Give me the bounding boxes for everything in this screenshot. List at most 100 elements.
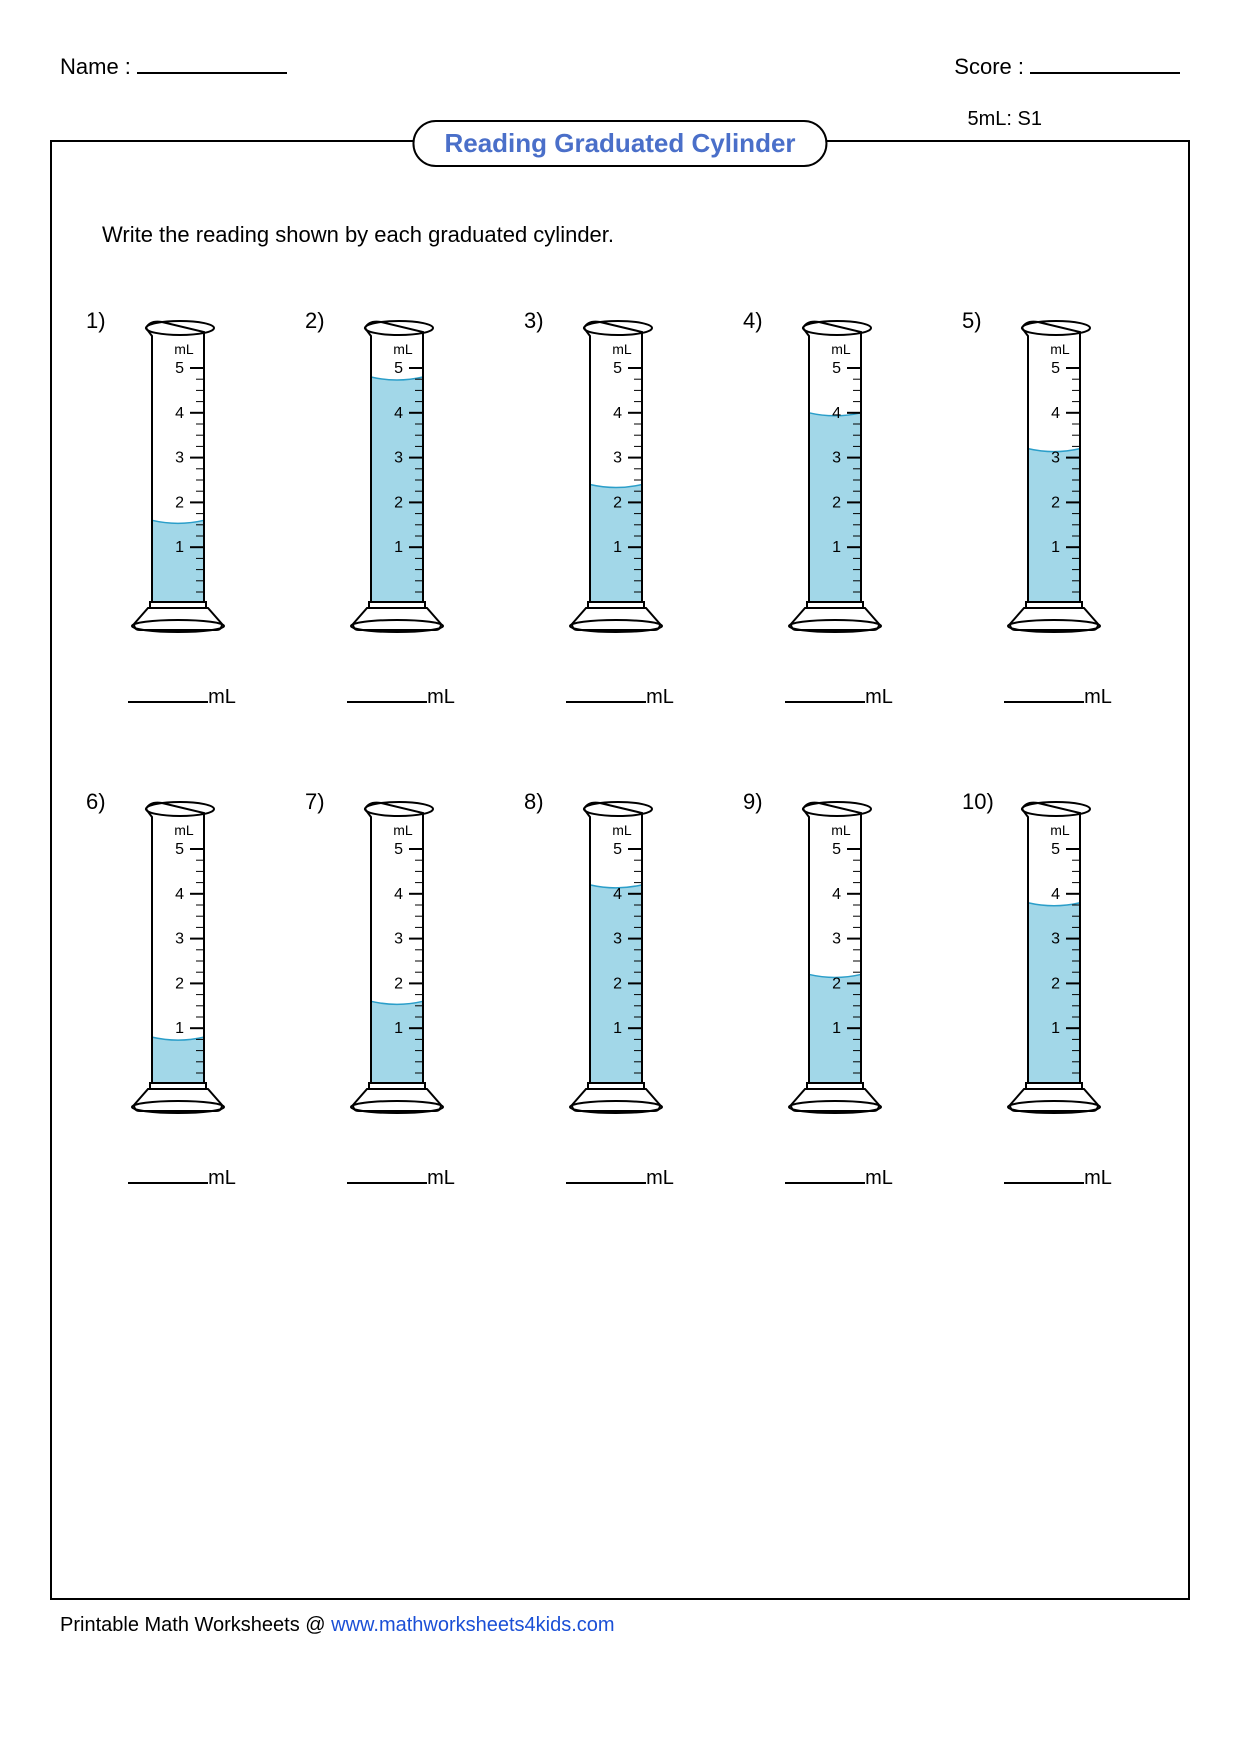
answer-field: mL [301,683,501,709]
svg-text:4: 4 [832,405,841,422]
question-number: 3) [524,308,544,334]
question-number: 4) [743,308,763,334]
svg-text:4: 4 [613,886,622,903]
svg-text:4: 4 [394,405,403,422]
svg-text:5: 5 [1051,841,1060,858]
score-field: Score : [954,50,1180,80]
svg-text:mL: mL [831,822,851,838]
answer-blank[interactable] [1004,1164,1084,1184]
header-row: Name : Score : [50,50,1190,80]
answer-field: mL [739,683,939,709]
svg-text:3: 3 [175,931,184,948]
svg-text:3: 3 [832,450,841,467]
score-blank[interactable] [1030,50,1180,74]
cylinder-diagram: 12345mL [774,308,904,643]
answer-field: mL [739,1164,939,1190]
svg-text:mL: mL [612,341,632,357]
svg-text:mL: mL [393,822,413,838]
svg-text:2: 2 [175,976,184,993]
cylinder-diagram: 12345mL [555,308,685,643]
footer-prefix: Printable Math Worksheets @ [60,1614,331,1636]
answer-unit: mL [1084,1167,1112,1189]
cylinder-question: 3) 12345mL mL [520,308,720,709]
cylinder-question: 8) 12345mL mL [520,789,720,1190]
svg-text:5: 5 [832,841,841,858]
answer-blank[interactable] [566,1164,646,1184]
svg-text:2: 2 [394,495,403,512]
answer-blank[interactable] [1004,683,1084,703]
question-number: 7) [305,789,325,815]
sheet-code: 5mL: S1 [962,108,1048,131]
svg-text:1: 1 [394,539,403,556]
answer-blank[interactable] [785,683,865,703]
svg-text:5: 5 [613,360,622,377]
cylinder-icon: 12345mL [993,789,1119,1119]
worksheet-title: Reading Graduated Cylinder [412,120,827,167]
svg-text:5: 5 [175,360,184,377]
svg-text:1: 1 [1051,1020,1060,1037]
answer-unit: mL [208,686,236,708]
svg-text:3: 3 [394,931,403,948]
answer-unit: mL [427,686,455,708]
svg-text:mL: mL [1050,341,1070,357]
svg-text:3: 3 [394,450,403,467]
question-number: 6) [86,789,106,815]
cylinder-diagram: 12345mL [117,789,247,1124]
answer-blank[interactable] [566,683,646,703]
name-field: Name : [60,50,287,80]
cylinder-question: 9) 12345mL mL [739,789,939,1190]
cylinder-icon: 12345mL [336,308,462,638]
cylinder-diagram: 12345mL [336,308,466,643]
footer: Printable Math Worksheets @ www.mathwork… [50,1600,1190,1637]
svg-text:5: 5 [613,841,622,858]
svg-text:2: 2 [1051,495,1060,512]
svg-text:2: 2 [394,976,403,993]
answer-blank[interactable] [128,1164,208,1184]
answer-unit: mL [1084,686,1112,708]
svg-text:mL: mL [174,822,194,838]
answer-field: mL [82,683,282,709]
svg-text:2: 2 [1051,976,1060,993]
cylinder-diagram: 12345mL [336,789,466,1124]
cylinder-question: 5) 12345mL mL [958,308,1158,709]
svg-text:4: 4 [1051,405,1060,422]
answer-blank[interactable] [128,683,208,703]
svg-text:4: 4 [832,886,841,903]
cylinder-question: 6) 12345mL mL [82,789,282,1190]
svg-text:2: 2 [613,976,622,993]
answer-field: mL [301,1164,501,1190]
svg-text:3: 3 [613,450,622,467]
svg-text:4: 4 [613,405,622,422]
answer-blank[interactable] [347,683,427,703]
svg-text:5: 5 [394,841,403,858]
answer-unit: mL [865,686,893,708]
svg-text:3: 3 [1051,931,1060,948]
footer-link[interactable]: www.mathworksheets4kids.com [331,1614,614,1636]
question-number: 5) [962,308,982,334]
cylinder-diagram: 12345mL [993,308,1123,643]
cylinder-question: 2) 12345mL mL [301,308,501,709]
cylinder-diagram: 12345mL [555,789,685,1124]
cylinder-diagram: 12345mL [993,789,1123,1124]
question-number: 9) [743,789,763,815]
question-number: 10) [962,789,994,815]
cylinder-icon: 12345mL [774,789,900,1119]
svg-text:3: 3 [613,931,622,948]
svg-text:1: 1 [1051,539,1060,556]
answer-unit: mL [646,686,674,708]
svg-text:5: 5 [832,360,841,377]
svg-text:mL: mL [174,341,194,357]
cylinder-icon: 12345mL [555,308,681,638]
name-blank[interactable] [137,50,287,74]
cylinder-icon: 12345mL [117,789,243,1119]
main-box: 5mL: S1 Reading Graduated Cylinder Write… [50,140,1190,1600]
answer-blank[interactable] [347,1164,427,1184]
svg-text:4: 4 [394,886,403,903]
svg-text:3: 3 [1051,450,1060,467]
svg-text:5: 5 [175,841,184,858]
svg-text:1: 1 [613,539,622,556]
worksheet-page: Name : Score : 5mL: S1 Reading Graduated… [0,0,1240,1657]
answer-unit: mL [865,1167,893,1189]
answer-blank[interactable] [785,1164,865,1184]
answer-field: mL [958,1164,1158,1190]
